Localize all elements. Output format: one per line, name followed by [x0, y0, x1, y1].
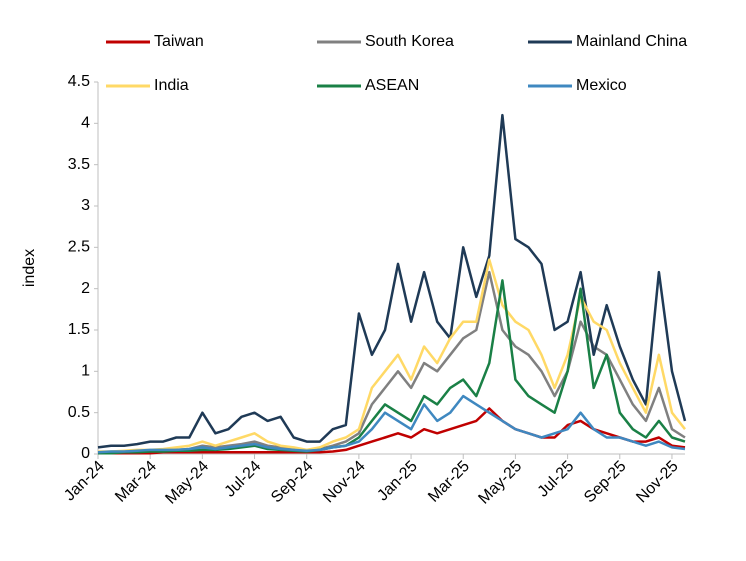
- y-tick-label: 1: [81, 363, 90, 380]
- legend-label: India: [154, 77, 189, 94]
- x-tick-label: Jan-24: [61, 458, 108, 505]
- series-line: [98, 407, 686, 455]
- legend-label: Taiwan: [154, 33, 204, 50]
- x-tick-label: Sep-25: [581, 458, 630, 507]
- legend-label: ASEAN: [365, 77, 419, 94]
- series-line: [98, 258, 686, 453]
- x-tick-label: May-24: [162, 458, 212, 508]
- y-tick-label: 4.5: [68, 73, 90, 90]
- y-tick-label: 3.5: [68, 156, 90, 173]
- x-tick-label: Jul-25: [535, 458, 578, 501]
- y-tick-label: 3: [81, 197, 90, 214]
- series-line: [97, 113, 687, 449]
- y-tick-label: 0: [81, 445, 90, 462]
- x-tick-label: Jan-25: [374, 458, 421, 505]
- series-line: [97, 394, 686, 454]
- x-tick-label: Sep-24: [268, 458, 317, 507]
- y-tick-label: 2.5: [68, 239, 90, 256]
- y-tick-label: 1.5: [68, 321, 90, 338]
- y-tick-label: 0.5: [68, 404, 90, 421]
- series-line: [98, 279, 686, 455]
- y-axis-label: index: [21, 249, 38, 287]
- y-tick-label: 4: [81, 115, 90, 132]
- x-tick-label: Jul-24: [222, 458, 265, 501]
- legend-label: South Korea: [365, 33, 454, 50]
- x-tick-label: May-25: [475, 458, 525, 508]
- x-tick-label: Nov-25: [633, 458, 682, 507]
- x-tick-label: Mar-25: [425, 458, 473, 506]
- legend-label: Mainland China: [576, 33, 687, 50]
- x-tick-label: Nov-24: [320, 458, 369, 507]
- legend-label: Mexico: [576, 77, 627, 94]
- x-tick-label: Mar-24: [112, 458, 160, 506]
- y-tick-label: 2: [81, 280, 90, 297]
